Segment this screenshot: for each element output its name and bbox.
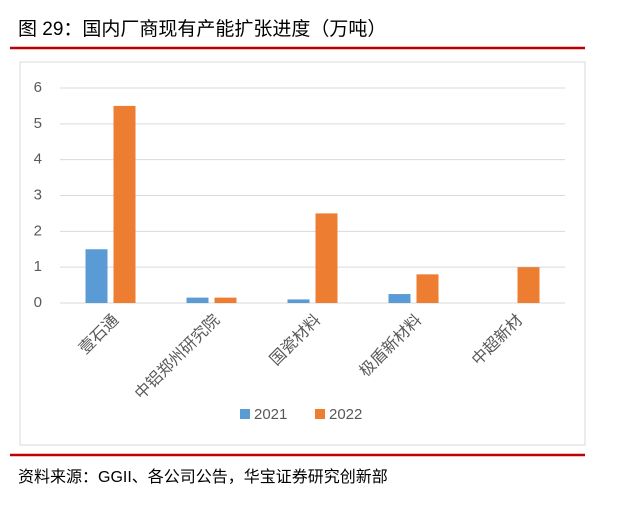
bar [315, 213, 338, 303]
bar [388, 294, 411, 303]
y-tick-label: 4 [34, 151, 42, 168]
x-tick-label: 中铝郑州研究院 [131, 311, 223, 403]
legend-swatch [315, 409, 325, 419]
bar [517, 267, 540, 303]
source: 资料来源：GGII、各公司公告，华宝证券研究创新部 [18, 468, 388, 486]
x-tick-label: 壹石通 [76, 311, 123, 358]
bar [416, 274, 439, 303]
chart-frame [19, 61, 586, 446]
bar [85, 249, 108, 303]
x-tick-label: 国瓷材料 [266, 311, 324, 369]
legend-label: 2021 [254, 406, 287, 423]
bar [113, 105, 136, 304]
y-tick-label: 5 [34, 115, 42, 132]
x-tick-label: 中超新材 [468, 311, 526, 369]
legend-label: 2022 [329, 406, 362, 423]
y-tick-label: 2 [34, 222, 42, 239]
bar [287, 299, 310, 303]
bar [214, 297, 237, 303]
legend-swatch [240, 409, 250, 419]
x-tick-label: 极盾新材料 [356, 311, 425, 380]
y-tick-label: 6 [34, 79, 42, 96]
y-tick-label: 0 [34, 294, 42, 311]
chart-title: 图 29：国内厂商现有产能扩张进度（万吨） [18, 18, 386, 40]
y-tick-label: 1 [34, 258, 42, 275]
bar [186, 297, 209, 303]
y-tick-label: 3 [34, 186, 42, 203]
